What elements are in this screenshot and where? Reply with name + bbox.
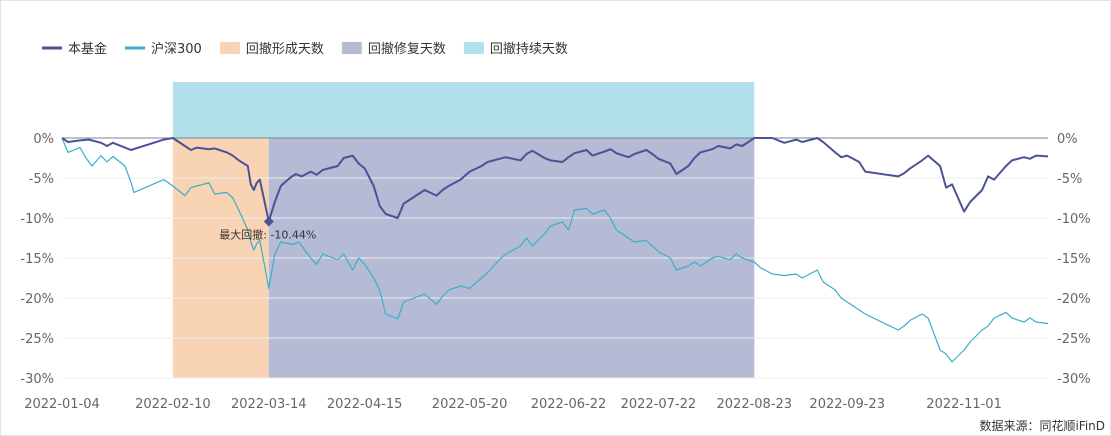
x-tick-0: 2022-01-04 [24,397,100,412]
x-tick-7: 2022-08-23 [717,397,793,412]
y-tick-right-0: 0% [1057,132,1078,147]
y-tick-left-3: -15% [20,252,54,267]
legend-label-1: 沪深300 [151,41,202,57]
data-source-label: 数据来源：同花顺iFinD [979,419,1105,433]
max-drawdown-label: 最大回撤: -10.44% [219,228,316,242]
region-2 [172,82,755,138]
x-tick-1: 2022-02-10 [135,397,211,412]
y-tick-left-0: 0% [33,132,54,147]
y-tick-left-6: -30% [20,372,54,387]
x-tick-8: 2022-09-23 [809,397,885,412]
x-tick-4: 2022-05-20 [432,397,508,412]
y-tick-right-2: -10% [1057,212,1091,227]
x-tick-3: 2022-04-15 [327,397,403,412]
series-line-1 [61,137,1049,363]
legend-swatch-2 [463,42,484,54]
y-tick-right-5: -25% [1057,332,1091,347]
x-tick-2: 2022-03-14 [231,397,307,412]
y-tick-right-3: -15% [1057,252,1091,267]
y-tick-left-4: -20% [20,292,54,307]
legend-swatch-1 [341,42,362,54]
legend-label-0: 本基金 [68,41,107,57]
y-tick-right-1: -5% [1057,172,1082,187]
legend-region-label-0: 回撤形成天数 [246,41,324,57]
y-tick-right-6: -30% [1057,372,1091,387]
legend-region-label-1: 回撤修复天数 [368,41,446,57]
max-drawdown-marker [263,216,274,227]
legend-swatch-0 [219,42,240,54]
x-tick-9: 2022-11-01 [926,397,1002,412]
y-tick-left-2: -10% [20,212,54,227]
series-line-0 [61,137,1049,223]
y-tick-left-5: -25% [20,332,54,347]
x-tick-6: 2022-07-22 [621,397,697,412]
legend-region-label-2: 回撤持续天数 [490,41,568,57]
y-tick-right-4: -20% [1057,292,1091,307]
y-tick-left-1: -5% [29,172,54,187]
x-tick-5: 2022-06-22 [531,397,607,412]
